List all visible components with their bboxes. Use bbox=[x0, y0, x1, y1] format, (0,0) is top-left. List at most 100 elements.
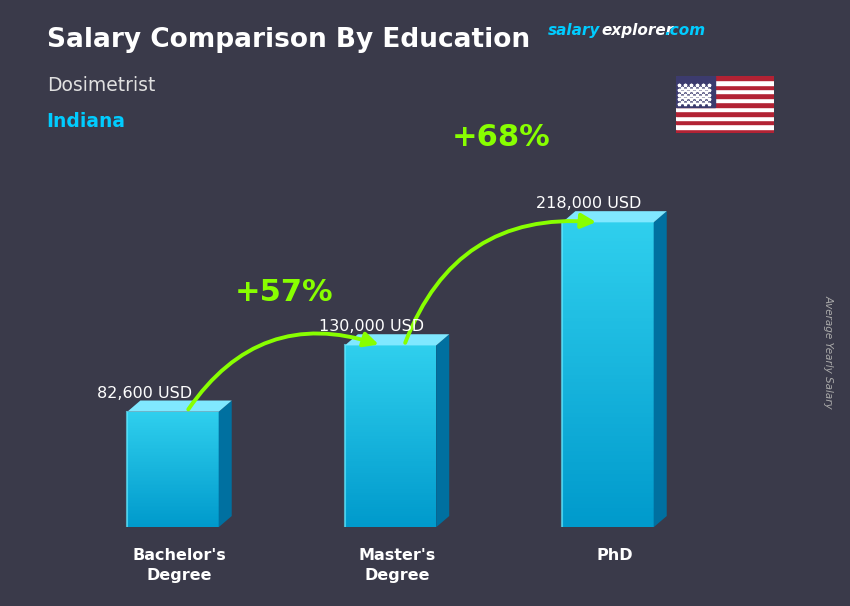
Bar bbox=[345, 495, 436, 498]
Bar bbox=[563, 398, 654, 401]
Bar bbox=[345, 511, 436, 513]
Bar bbox=[128, 436, 218, 438]
Bar bbox=[128, 459, 218, 461]
Bar bbox=[128, 432, 218, 433]
Bar bbox=[676, 89, 774, 93]
Bar bbox=[128, 442, 218, 444]
Polygon shape bbox=[654, 211, 666, 527]
Bar bbox=[345, 427, 436, 430]
Bar bbox=[345, 404, 436, 407]
Bar bbox=[345, 518, 436, 521]
Bar bbox=[128, 439, 218, 441]
Bar bbox=[128, 430, 218, 432]
Bar bbox=[128, 429, 218, 430]
Bar bbox=[128, 452, 218, 453]
Bar bbox=[676, 98, 774, 102]
Bar bbox=[128, 521, 218, 523]
Polygon shape bbox=[128, 401, 232, 411]
Bar bbox=[345, 345, 436, 348]
Bar bbox=[563, 489, 654, 493]
Bar bbox=[563, 424, 654, 428]
Bar bbox=[563, 485, 654, 489]
Bar bbox=[563, 447, 654, 451]
Text: 82,600 USD: 82,600 USD bbox=[97, 385, 192, 401]
Bar bbox=[345, 425, 436, 427]
Bar bbox=[563, 241, 654, 245]
Text: explorer: explorer bbox=[602, 23, 674, 38]
Bar bbox=[563, 256, 654, 261]
Text: Bachelor's
Degree: Bachelor's Degree bbox=[133, 548, 226, 583]
Bar bbox=[676, 111, 774, 116]
Bar bbox=[345, 431, 436, 434]
Bar bbox=[345, 368, 436, 370]
Bar bbox=[563, 352, 654, 356]
Bar bbox=[345, 484, 436, 486]
Bar bbox=[128, 425, 218, 426]
Bar bbox=[345, 491, 436, 493]
Bar bbox=[563, 444, 654, 447]
Polygon shape bbox=[345, 335, 449, 345]
Bar bbox=[676, 129, 774, 133]
Bar bbox=[128, 418, 218, 419]
Bar bbox=[345, 366, 436, 368]
Bar bbox=[345, 493, 436, 496]
Bar bbox=[345, 384, 436, 387]
Bar bbox=[128, 484, 218, 485]
Bar bbox=[345, 482, 436, 484]
Bar bbox=[345, 470, 436, 473]
Bar bbox=[563, 459, 654, 462]
Bar bbox=[345, 488, 436, 491]
Bar bbox=[563, 401, 654, 405]
Bar bbox=[676, 80, 774, 85]
Bar bbox=[563, 287, 654, 291]
Text: PhD: PhD bbox=[596, 548, 633, 563]
Bar bbox=[563, 245, 654, 249]
Bar bbox=[563, 230, 654, 234]
Bar bbox=[128, 453, 218, 455]
Bar bbox=[128, 421, 218, 422]
Bar bbox=[563, 417, 654, 421]
Bar bbox=[345, 516, 436, 518]
Text: Dosimetrist: Dosimetrist bbox=[47, 76, 155, 95]
Bar bbox=[128, 475, 218, 477]
Bar bbox=[345, 393, 436, 395]
Bar bbox=[128, 519, 218, 520]
Bar bbox=[128, 423, 218, 425]
Bar bbox=[128, 487, 218, 488]
Bar bbox=[563, 451, 654, 455]
Bar bbox=[128, 502, 218, 504]
Bar bbox=[345, 521, 436, 522]
Bar bbox=[128, 501, 218, 502]
Bar bbox=[128, 524, 218, 526]
Bar bbox=[345, 398, 436, 400]
Bar bbox=[128, 428, 218, 429]
Bar bbox=[345, 454, 436, 457]
Bar bbox=[128, 411, 218, 413]
Bar bbox=[128, 455, 218, 456]
Bar bbox=[128, 493, 218, 494]
Bar bbox=[563, 409, 654, 413]
Bar bbox=[563, 512, 654, 516]
Bar bbox=[345, 370, 436, 373]
Bar bbox=[563, 226, 654, 230]
Bar bbox=[563, 329, 654, 333]
Bar bbox=[563, 421, 654, 424]
Bar bbox=[128, 481, 218, 482]
Bar bbox=[128, 465, 218, 467]
Bar bbox=[128, 479, 218, 481]
Bar bbox=[345, 464, 436, 466]
Bar bbox=[563, 291, 654, 295]
Bar bbox=[563, 299, 654, 302]
Bar bbox=[563, 253, 654, 257]
Bar bbox=[345, 418, 436, 421]
Bar bbox=[676, 124, 774, 129]
Bar bbox=[128, 526, 218, 527]
Bar bbox=[563, 341, 654, 344]
FancyArrowPatch shape bbox=[188, 333, 375, 410]
Text: Indiana: Indiana bbox=[47, 112, 126, 131]
Bar bbox=[128, 500, 218, 501]
Bar bbox=[563, 497, 654, 501]
Bar bbox=[563, 310, 654, 314]
Bar bbox=[128, 461, 218, 462]
Bar bbox=[128, 462, 218, 464]
